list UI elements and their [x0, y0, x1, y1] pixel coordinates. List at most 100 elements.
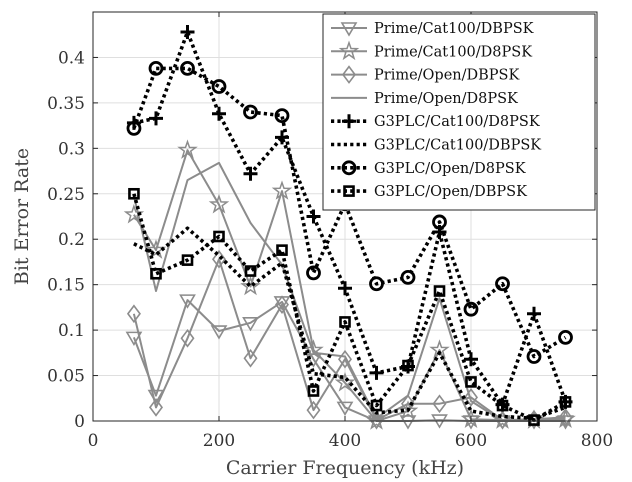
data-point: [240, 275, 261, 296]
data-point: [558, 408, 573, 427]
data-point: [213, 230, 225, 243]
data-point: [465, 376, 477, 388]
y-tick-label: 0.1: [58, 321, 85, 341]
data-point: [369, 276, 384, 292]
y-tick-label: 0.3: [58, 139, 85, 159]
data-point: [243, 166, 258, 181]
data-point: [464, 388, 478, 407]
data-point: [366, 410, 387, 430]
legend-label: Prime/Open/D8PSK: [374, 91, 519, 107]
data-point: [275, 295, 289, 314]
y-tick-label: 0.05: [47, 367, 85, 387]
series-line: [133, 226, 567, 421]
data-point: [433, 285, 446, 297]
data-point: [276, 244, 288, 256]
diamond-icon: [342, 65, 356, 84]
y-tick-label: 0.25: [47, 185, 85, 205]
data-point: [149, 398, 163, 417]
data-point: [402, 359, 414, 372]
data-point: [334, 371, 356, 392]
data-point: [180, 24, 195, 39]
data-point: [460, 408, 482, 428]
data-point: [528, 414, 540, 426]
data-point: [181, 254, 194, 266]
x-tick-label: 200: [203, 431, 235, 451]
y-tick-label: 0.2: [58, 230, 85, 250]
y-tick-label: 0.15: [47, 276, 85, 296]
data-point: [128, 187, 140, 200]
legend-label: Prime/Cat100/D8PSK: [374, 44, 533, 60]
data-point: [336, 401, 354, 416]
ticks: 0 200 400 600 800 0 0.05 0.1 0.15 0.2 0.25 0.3 0.35 0…: [47, 12, 613, 451]
legend-item: Prime/Cat100/D8PSK: [331, 40, 533, 61]
series-group: [123, 24, 576, 430]
legend-label: G3PLC/Cat100/D8PSK: [374, 114, 541, 130]
data-point: [527, 306, 541, 321]
data-point: [208, 193, 230, 214]
data-point: [400, 269, 416, 285]
data-point: [243, 104, 258, 120]
data-point: [339, 316, 351, 328]
data-point: [397, 400, 419, 420]
data-point: [496, 399, 509, 412]
data-point: [180, 328, 195, 348]
circle-icon: [341, 160, 357, 176]
data-point: [211, 79, 227, 94]
data-point: [464, 352, 478, 367]
x-tick-label: 400: [329, 431, 361, 451]
data-point: [210, 325, 228, 340]
data-point: [370, 399, 383, 412]
data-point: [306, 265, 321, 281]
series: [133, 226, 567, 421]
data-point: [495, 276, 510, 292]
data-point: [558, 329, 573, 345]
square-icon: [343, 185, 355, 197]
legend-label: G3PLC/Cat100/DBPSK: [374, 138, 542, 154]
data-point: [149, 111, 163, 126]
data-point: [526, 349, 542, 364]
data-point: [242, 317, 259, 332]
legend-label: G3PLC/Open/D8PSK: [374, 161, 527, 177]
data-point: [432, 394, 447, 414]
data-point: [306, 400, 321, 420]
data-point: [244, 265, 257, 277]
data-point: [243, 348, 258, 368]
x-axis-label: Carrier Frequency (kHz): [226, 457, 464, 479]
legend-item: G3PLC/Open/D8PSK: [331, 160, 527, 177]
legend-item: Prime/Cat100/DBPSK: [331, 21, 535, 37]
legend-item: G3PLC/Cat100/D8PSK: [331, 114, 541, 130]
data-point: [180, 60, 195, 76]
data-point: [559, 396, 572, 408]
data-point: [126, 120, 142, 136]
data-point: [126, 304, 141, 324]
data-point: [177, 139, 198, 159]
data-point: [125, 331, 143, 346]
data-point: [306, 209, 321, 224]
star-icon: [338, 40, 360, 61]
data-point: [179, 294, 196, 309]
x-tick-label: 800: [581, 431, 613, 451]
data-point: [212, 106, 226, 121]
series-line: [133, 149, 566, 422]
triangle-down-icon: [340, 22, 358, 37]
data-point: [274, 108, 290, 124]
x-tick-label: 0: [88, 431, 99, 451]
data-point: [150, 267, 162, 280]
data-point: [463, 301, 479, 317]
legend-item: G3PLC/Open/DBPSK: [331, 184, 528, 200]
legend-item: G3PLC/Cat100/DBPSK: [331, 138, 542, 154]
series-line: [132, 193, 567, 422]
data-point: [212, 249, 226, 269]
y-tick-label: 0: [74, 412, 85, 432]
data-point: [338, 281, 352, 296]
plus-icon: [342, 114, 356, 129]
legend-label: G3PLC/Open/DBPSK: [374, 184, 528, 200]
data-point: [148, 60, 164, 76]
legend-item: Prime/Open/DBPSK: [331, 65, 520, 84]
y-tick-label: 0.4: [58, 48, 85, 68]
series-line: [132, 258, 566, 422]
legend-label: Prime/Open/DBPSK: [374, 68, 520, 84]
data-point: [432, 214, 447, 230]
data-point: [369, 410, 384, 430]
